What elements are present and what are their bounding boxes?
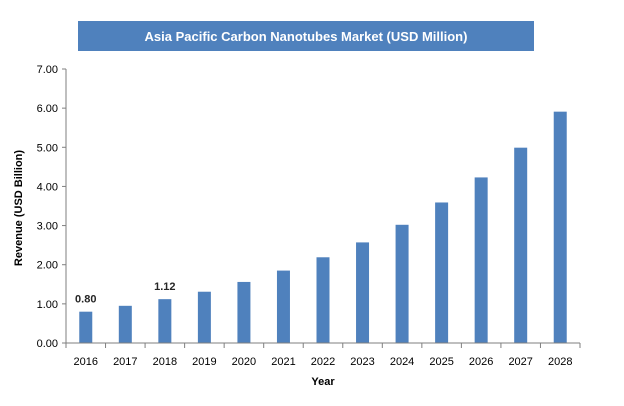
y-tick-label: 1.00 (37, 299, 58, 311)
x-tick-label: 2018 (153, 356, 177, 368)
y-tick-label: 3.00 (37, 221, 58, 233)
x-tick-label: 2026 (469, 356, 493, 368)
y-tick-label: 7.00 (37, 64, 58, 76)
bar-2021 (276, 270, 290, 343)
bar-2016 (79, 311, 93, 343)
x-tick-label: 2020 (232, 356, 256, 368)
x-tick-label: 2016 (74, 356, 98, 368)
data-labels: 0.80 1.12 (75, 281, 175, 306)
bar-2024 (395, 224, 409, 343)
x-tick-label: 2017 (113, 356, 137, 368)
chart-title-banner: Asia Pacific Carbon Nanotubes Market (US… (78, 21, 534, 51)
y-tick-label: 4.00 (37, 181, 58, 193)
x-tick-label: 2027 (508, 356, 532, 368)
x-axis-ticks: 2016 2017 2018 2019 2020 2021 2022 2023 2024 2025… (65, 343, 581, 368)
bar-2022 (316, 257, 330, 343)
y-tick-label: 6.00 (37, 103, 58, 115)
bar-2019 (197, 291, 211, 343)
data-label-2018: 1.12 (154, 281, 175, 293)
x-tick-label: 2019 (192, 356, 216, 368)
x-axis-title: Year (311, 376, 335, 388)
x-tick-label: 2025 (429, 356, 453, 368)
y-tick-label: 2.00 (37, 260, 58, 272)
bars (79, 111, 567, 343)
bar-2026 (474, 177, 488, 343)
y-tick-label: 5.00 (37, 142, 58, 154)
bar-2017 (118, 305, 132, 343)
chart-title: Asia Pacific Carbon Nanotubes Market (US… (144, 28, 468, 44)
x-tick-label: 2024 (390, 356, 414, 368)
bar-2018 (158, 299, 172, 343)
x-tick-label: 2022 (311, 356, 335, 368)
y-axis-title: Revenue (USD Billion) (13, 150, 25, 266)
data-label-2016: 0.80 (75, 294, 96, 306)
y-tick-label: 0.00 (37, 338, 58, 350)
bar-2020 (237, 281, 251, 343)
bar-2025 (435, 202, 449, 343)
x-tick-label: 2023 (350, 356, 374, 368)
bar-2028 (553, 111, 567, 343)
bar-2023 (356, 242, 370, 343)
x-tick-label: 2021 (271, 356, 295, 368)
y-axis-ticks: 0.00 1.00 2.00 3.00 4.00 5.00 6.00 7.00 (37, 64, 66, 350)
x-tick-label: 2028 (548, 356, 572, 368)
bar-2027 (514, 147, 528, 343)
